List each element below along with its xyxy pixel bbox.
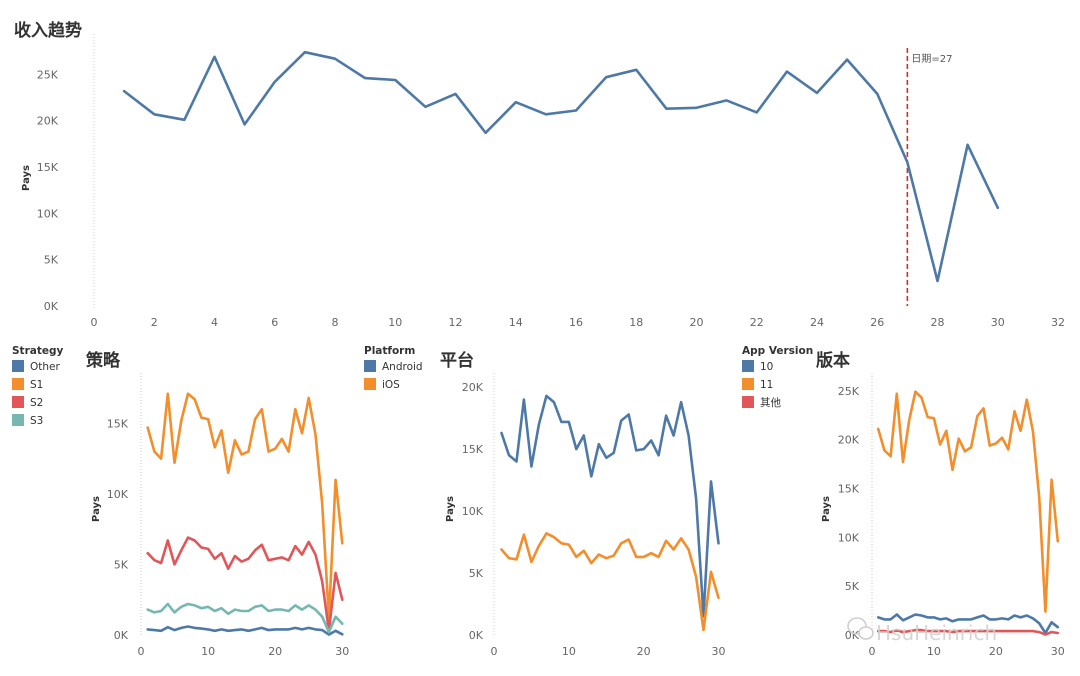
version-ytick-label: 5K	[845, 580, 860, 593]
strategy-xtick-label: 20	[268, 645, 282, 658]
version-ytick-label: 0K	[845, 629, 860, 642]
legend-swatch-strategy-3	[12, 414, 24, 426]
legend-label-platform-0: Android	[382, 361, 423, 373]
trend-series-line-0	[122, 50, 1000, 283]
strategy-ylabel: Pays	[91, 496, 102, 522]
trend-xtick-label: 6	[271, 316, 278, 329]
version-xtick-label: 0	[869, 645, 876, 658]
trend-ytick-label: 20K	[37, 115, 59, 128]
legend-swatch-platform-1	[364, 378, 376, 390]
platform-ytick-label: 20K	[462, 381, 484, 394]
platform-xtick-label: 30	[712, 645, 726, 658]
version-ylabel: Pays	[821, 496, 832, 522]
platform-chart: 0K 5K 10K 15K 20K 0 10 20 30	[462, 373, 726, 658]
trend-xtick-label: 32	[1051, 316, 1065, 329]
trend-xtick-label: 14	[509, 316, 523, 329]
trend-xtick-label: 16	[569, 316, 583, 329]
strategy-xtick-label: 30	[335, 645, 349, 658]
strategy-chart: 0K 5K 10K 15K 0 10 20 30	[107, 373, 349, 658]
watermark-text: HsuHeinrich	[876, 621, 997, 645]
version-series-line-11	[876, 390, 1060, 613]
version-title: 版本	[816, 350, 850, 371]
legend-label-version-1: 11	[760, 379, 773, 391]
trend-xtick-label: 12	[449, 316, 463, 329]
trend-xtick-label: 0	[91, 316, 98, 329]
version-ytick-label: 15K	[838, 482, 860, 495]
legends: Other S1 S2 S3 Android iOS 10 11 其他	[12, 360, 781, 427]
watermark: HsuHeinrich	[847, 617, 997, 645]
platform-ylabel: Pays	[445, 496, 456, 522]
trend-ytick-label: 5K	[44, 254, 59, 267]
trend-xtick-label: 8	[332, 316, 339, 329]
legend-label-version-0: 10	[760, 361, 773, 373]
trend-ytick-label: 25K	[37, 68, 59, 81]
trend-xtick-label: 2	[151, 316, 158, 329]
trend-title: 收入趋势	[14, 20, 82, 41]
legend-swatch-strategy-2	[12, 396, 24, 408]
strategy-ytick-label: 10K	[107, 488, 129, 501]
strategy-xtick-label: 10	[201, 645, 215, 658]
strategy-ytick-label: 5K	[114, 558, 129, 571]
trend-xtick-label: 20	[690, 316, 704, 329]
version-xtick-label: 10	[927, 645, 941, 658]
platform-title: 平台	[440, 350, 474, 371]
platform-xtick-label: 10	[562, 645, 576, 658]
version-ytick-label: 20K	[838, 434, 860, 447]
trend-ytick-label: 10K	[37, 207, 59, 220]
trend-ytick-label: 15K	[37, 161, 59, 174]
platform-xtick-label: 0	[491, 645, 498, 658]
strategy-series-line-s3	[146, 602, 344, 634]
strategy-ytick-label: 0K	[114, 629, 129, 642]
strategy-series-line-other	[146, 625, 344, 636]
legend-swatch-version-1	[742, 378, 754, 390]
legend-label-strategy-1: S1	[30, 379, 43, 391]
trend-ylabel: Pays	[21, 165, 32, 191]
legend-swatch-version-2	[742, 396, 754, 408]
strategy-legend-title: Strategy	[12, 345, 64, 357]
platform-ytick-label: 10K	[462, 505, 484, 518]
version-legend-title: App Version	[742, 345, 813, 357]
platform-legend-title: Platform	[364, 345, 415, 357]
platform-ytick-label: 0K	[469, 629, 484, 642]
version-series-line-10	[876, 613, 1060, 635]
version-xtick-label: 20	[989, 645, 1003, 658]
legend-swatch-platform-0	[364, 360, 376, 372]
strategy-series-line-s1	[146, 392, 344, 620]
strategy-series-line-s2	[146, 536, 344, 633]
legend-swatch-strategy-0	[12, 360, 24, 372]
strategy-ytick-label: 15K	[107, 417, 129, 430]
version-xtick-label: 30	[1051, 645, 1065, 658]
strategy-title: 策略	[86, 350, 121, 371]
trend-xtick-label: 28	[931, 316, 945, 329]
trend-xtick-label: 24	[810, 316, 824, 329]
wechat-icon	[847, 617, 874, 640]
legend-swatch-version-0	[742, 360, 754, 372]
version-ytick-label: 25K	[838, 385, 860, 398]
trend-xtick-label: 22	[750, 316, 764, 329]
strategy-xtick-label: 0	[138, 645, 145, 658]
trend-xtick-label: 26	[870, 316, 884, 329]
trend-xtick-label: 4	[211, 316, 218, 329]
trend-xtick-label: 10	[388, 316, 402, 329]
trend-xtick-label: 18	[629, 316, 643, 329]
legend-label-strategy-2: S2	[30, 397, 43, 409]
platform-series-line-ios	[500, 532, 720, 632]
version-chart: 0K 5K 10K 15K 20K 25K 0 10 20 30	[838, 373, 1065, 658]
platform-series-line-android	[500, 394, 720, 618]
version-series-line-其他	[876, 628, 1060, 636]
legend-label-version-2: 其他	[760, 396, 781, 409]
trend-xtick-label: 30	[991, 316, 1005, 329]
legend-swatch-strategy-1	[12, 378, 24, 390]
legend-label-strategy-0: Other	[30, 361, 60, 373]
platform-ytick-label: 15K	[462, 443, 484, 456]
platform-xtick-label: 20	[637, 645, 651, 658]
platform-ytick-label: 5K	[469, 567, 484, 580]
version-ytick-label: 10K	[838, 531, 860, 544]
legend-label-platform-1: iOS	[382, 379, 400, 391]
legend-label-strategy-3: S3	[30, 415, 43, 427]
trend-ytick-label: 0K	[44, 300, 59, 313]
trend-reference-label: 日期=27	[911, 53, 952, 65]
